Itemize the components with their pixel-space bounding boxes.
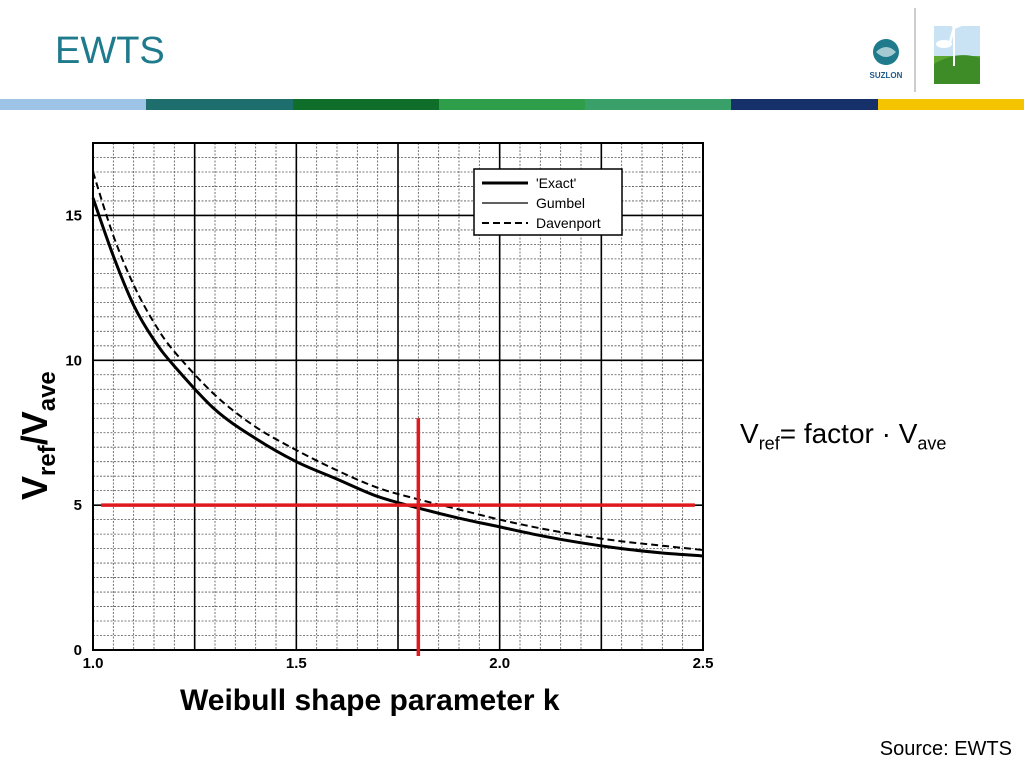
x-axis-label: Weibull shape parameter k bbox=[180, 684, 560, 717]
legend-label: Davenport bbox=[536, 215, 601, 231]
color-band-segment bbox=[877, 99, 1024, 110]
color-band-segment bbox=[438, 99, 586, 110]
series-line-3 bbox=[92, 171, 704, 552]
source-note: Source: EWTS bbox=[879, 738, 1012, 760]
color-band-segment bbox=[731, 99, 878, 110]
color-band bbox=[0, 99, 1024, 110]
series-line-2 bbox=[92, 197, 704, 557]
x-tick-label: 1.0 bbox=[83, 655, 104, 672]
x-tick-label: 2.0 bbox=[489, 655, 510, 672]
y-tick-label: 10 bbox=[65, 352, 82, 369]
x-tick-label: 1.5 bbox=[286, 655, 307, 672]
y-tick-label: 0 bbox=[74, 642, 82, 659]
legend-label: Gumbel bbox=[536, 195, 585, 211]
y-tick-label: 15 bbox=[65, 207, 82, 224]
suzlon-logo: SUZLON bbox=[870, 8, 980, 92]
color-band-segment bbox=[292, 99, 439, 110]
color-band-segment bbox=[146, 99, 293, 110]
x-tick-label: 2.5 bbox=[693, 655, 714, 672]
color-band-segment bbox=[0, 99, 147, 110]
formula: Vref= factor · Vave bbox=[740, 418, 947, 454]
y-tick-label: 5 bbox=[74, 497, 82, 514]
logo-text: SUZLON bbox=[870, 71, 903, 80]
slide-title: EWTS bbox=[55, 30, 165, 72]
legend-label: 'Exact' bbox=[536, 175, 576, 191]
color-band-segment bbox=[585, 99, 732, 110]
y-axis-label: Vref/Vave bbox=[14, 371, 62, 500]
